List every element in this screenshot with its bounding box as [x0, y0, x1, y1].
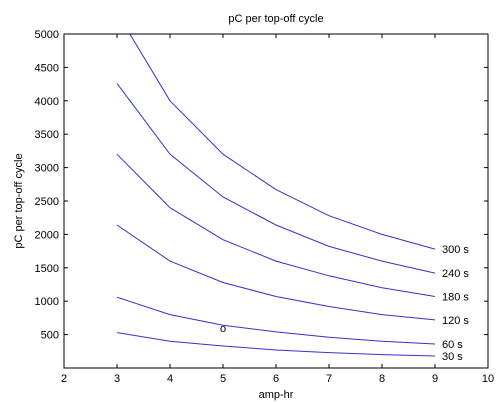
series-line-2 [116, 153, 436, 297]
y-tick-label: 3500 [35, 129, 59, 141]
series-label-3: 120 s [442, 315, 469, 327]
y-tick-label: 1500 [35, 263, 59, 275]
series-line-4 [116, 296, 436, 345]
x-tick-label: 3 [114, 373, 120, 385]
y-tick-label: 5000 [35, 29, 59, 41]
series-label-2: 180 s [442, 292, 469, 304]
y-tick-label: 2000 [35, 229, 59, 241]
y-tick-label: 1000 [35, 296, 59, 308]
x-tick-label: 4 [167, 373, 173, 385]
series-line-1 [116, 83, 436, 274]
plot-background [64, 34, 488, 368]
axis-ticks: 2 3 4 5 6 7 8 9 10 500 1000 1500 2000 2500 3000 3500 400… [35, 29, 495, 385]
chart-title: pC per top-off cycle [228, 13, 323, 25]
x-tick-label: 8 [379, 373, 385, 385]
x-tick-label: 9 [432, 373, 438, 385]
series-label-0: 300 s [442, 244, 469, 256]
x-tick-label: 2 [61, 373, 67, 385]
x-tick-label: 5 [220, 373, 226, 385]
series-label-1: 240 s [442, 268, 469, 280]
series-label-4: 60 s [442, 339, 463, 351]
series-label-5: 30 s [442, 351, 463, 363]
y-tick-label: 4000 [35, 96, 59, 108]
y-tick-label: 2500 [35, 196, 59, 208]
series-line-3 [116, 224, 436, 321]
y-tick-label: 3000 [35, 163, 59, 175]
y-tick-label: 500 [41, 330, 59, 342]
series-lines [116, 34, 436, 357]
plot-frame [63, 33, 489, 369]
y-axis-label: pC per top-off cycle [13, 153, 25, 248]
series-line-0 [129, 34, 436, 250]
series-line-5 [116, 332, 436, 357]
x-tick-label: 10 [482, 373, 494, 385]
y-tick-label: 4500 [35, 62, 59, 74]
x-tick-label: 6 [273, 373, 279, 385]
data-marker: o [220, 323, 226, 335]
x-tick-label: 7 [326, 373, 332, 385]
x-axis-label: amp-hr [259, 389, 294, 401]
